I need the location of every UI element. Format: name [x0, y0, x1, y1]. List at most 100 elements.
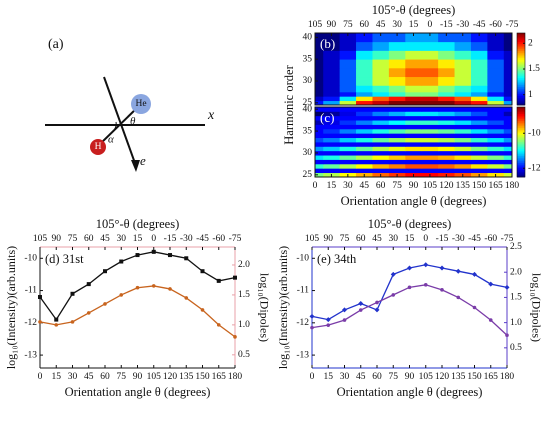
- heat-cell: [438, 76, 455, 86]
- heat-cell: [503, 111, 513, 117]
- marker: [472, 271, 477, 277]
- heat-cell: [454, 120, 472, 125]
- x2-tick-label: -15: [436, 234, 449, 244]
- heat-cell: [356, 128, 373, 134]
- heat-cell: [470, 85, 488, 93]
- heat-cell: [339, 100, 357, 106]
- heat-cell: [470, 159, 488, 165]
- series-line: [39, 285, 236, 338]
- marker: [456, 295, 461, 300]
- heat-cell: [388, 111, 406, 117]
- heat-cell: [438, 168, 455, 174]
- x-tick-label: 120: [435, 372, 450, 382]
- marker: [358, 300, 364, 306]
- heat-cell: [503, 33, 513, 43]
- marker: [86, 282, 91, 287]
- heat-cell: [454, 33, 472, 43]
- heat-cell: [487, 96, 505, 102]
- heat-cell: [405, 159, 423, 165]
- heat-cell: [470, 124, 488, 130]
- arrow-head: [131, 160, 140, 172]
- y2-tick-label: 2.0: [238, 260, 250, 270]
- heat-cell: [315, 41, 324, 51]
- x2-tick-label: 30: [389, 234, 399, 244]
- heat-cell: [323, 120, 341, 125]
- x-tick-label: 105: [423, 181, 438, 191]
- heat-cell: [323, 50, 341, 60]
- heat-cell: [323, 115, 341, 121]
- marker: [103, 302, 107, 306]
- colorbar-segment: [517, 142, 525, 145]
- x2-tick-label: 90: [324, 234, 334, 244]
- heat-cell: [388, 168, 406, 174]
- marker: [375, 300, 379, 305]
- colorbar-segment: [517, 47, 525, 50]
- heat-cell: [487, 91, 505, 97]
- marker: [342, 318, 347, 322]
- heat-cell: [315, 159, 324, 165]
- heat-cell: [405, 115, 423, 121]
- x2-tick-label: -30: [452, 234, 465, 244]
- heat-cell: [470, 91, 488, 97]
- heat-cell: [438, 159, 455, 165]
- heat-cell: [339, 96, 357, 102]
- heat-cell: [372, 115, 390, 121]
- colorbar-segment: [517, 163, 525, 166]
- y-tick-label: 25: [303, 98, 313, 108]
- colorbar-frame: [516, 106, 526, 178]
- heat-cell: [388, 124, 406, 130]
- marker: [390, 271, 396, 277]
- heat-cell: [454, 133, 472, 139]
- heat-cell: [323, 67, 341, 78]
- marker: [70, 320, 75, 324]
- marker: [200, 308, 205, 312]
- y2-tick-label: 1.5: [510, 293, 522, 303]
- heat-cell: [315, 124, 324, 130]
- heat-cell: [388, 146, 406, 152]
- heat-cell: [405, 155, 423, 160]
- colorbar-segment: [517, 49, 525, 52]
- y-tick-label: 40: [303, 33, 313, 43]
- x2-tick-label: -15: [440, 20, 453, 30]
- heat-cell: [315, 163, 324, 169]
- colorbar-segment: [517, 131, 525, 134]
- heat-cell: [438, 124, 455, 130]
- colorbar-segment: [517, 83, 525, 86]
- heat-cell: [315, 120, 324, 125]
- marker: [135, 285, 140, 290]
- colorbar-segment: [517, 175, 525, 178]
- heat-cell: [487, 133, 505, 139]
- heat-cell: [454, 168, 472, 174]
- heat-cell: [405, 146, 423, 152]
- heat-cell: [503, 59, 513, 69]
- heat-cell: [470, 133, 488, 139]
- heat-cell: [388, 50, 406, 60]
- heat-cell: [438, 96, 455, 102]
- y2-tick-label: 2.5: [510, 242, 522, 252]
- x-axis-title: Orientation angle θ (degrees): [341, 194, 487, 208]
- heat-cell: [388, 91, 406, 97]
- heat-cell: [372, 100, 390, 106]
- x2-axis-title: 105°-θ (degrees): [372, 3, 456, 17]
- heat-cell: [356, 76, 373, 86]
- x-tick-label: 165: [488, 181, 503, 191]
- colorbar-segment: [517, 145, 525, 148]
- x-tick-label: 15: [52, 372, 62, 382]
- heat-cell: [388, 33, 406, 43]
- heat-cell: [487, 155, 505, 160]
- heat-cell: [487, 41, 505, 51]
- colorbar-segment: [517, 92, 525, 95]
- heat-cell: [438, 91, 455, 97]
- heat-cell: [405, 137, 423, 143]
- heat-cell: [454, 163, 472, 169]
- heat-cell: [323, 59, 341, 69]
- colorbar-segment: [517, 126, 525, 129]
- heat-cell: [339, 120, 357, 125]
- x2-tick-label: 75: [68, 234, 78, 244]
- colorbar-segment: [517, 133, 525, 136]
- heat-cell: [487, 168, 505, 174]
- panel-label: (c): [320, 110, 334, 125]
- colorbar-segment: [517, 94, 525, 97]
- heat-cell: [487, 59, 505, 69]
- heat-cell: [372, 124, 390, 130]
